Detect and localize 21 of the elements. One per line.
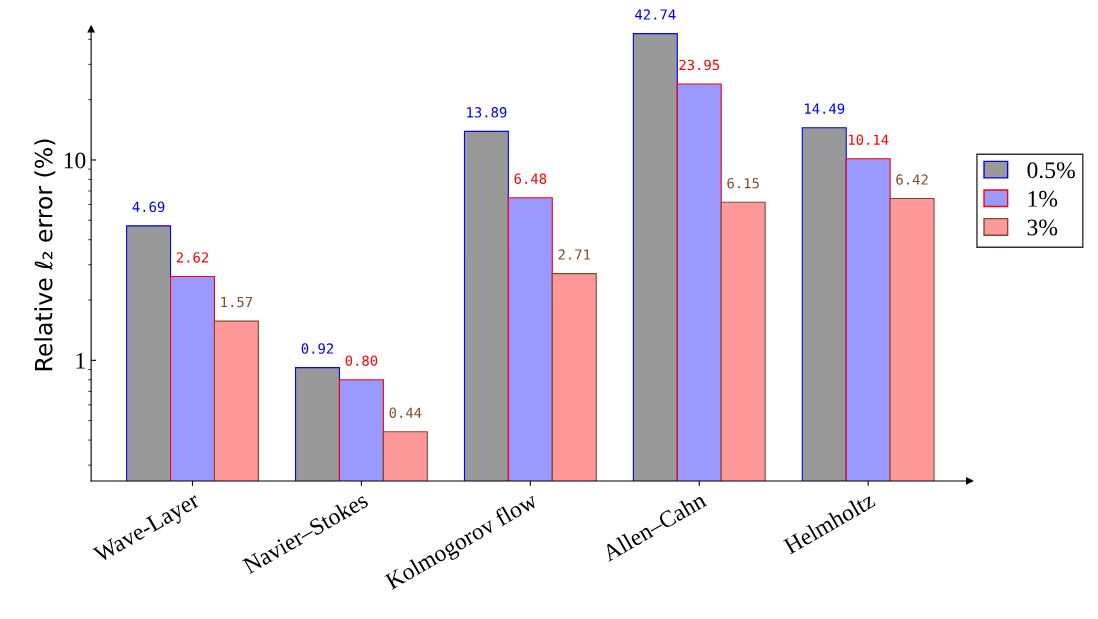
y-tick-label: 1 (76, 352, 85, 369)
legend-label: 1% (1028, 190, 1058, 207)
data-label: 6.48 (514, 173, 547, 184)
legend-label: 0.5% (1027, 162, 1075, 179)
data-label: 2.71 (558, 249, 591, 260)
y-axis-title: Relative ℓ₂ error (%) (34, 139, 56, 371)
data-label: 42.74 (635, 9, 676, 20)
data-label: 23.95 (679, 59, 720, 71)
data-label: 1.57 (221, 296, 253, 308)
data-label: 0.92 (301, 343, 334, 354)
data-label: 0.80 (345, 355, 378, 366)
data-label: 2.62 (176, 252, 209, 263)
data-label: 0.44 (389, 407, 422, 418)
data-label: 10.14 (848, 134, 889, 145)
legend-label: 3% (1027, 219, 1058, 236)
data-label: 13.89 (467, 107, 507, 118)
data-label: 6.42 (896, 174, 928, 185)
data-label: 14.49 (805, 103, 845, 114)
data-label: 4.69 (132, 201, 165, 213)
y-tick-label: 10 (64, 152, 86, 169)
data-label: 6.15 (727, 177, 759, 189)
